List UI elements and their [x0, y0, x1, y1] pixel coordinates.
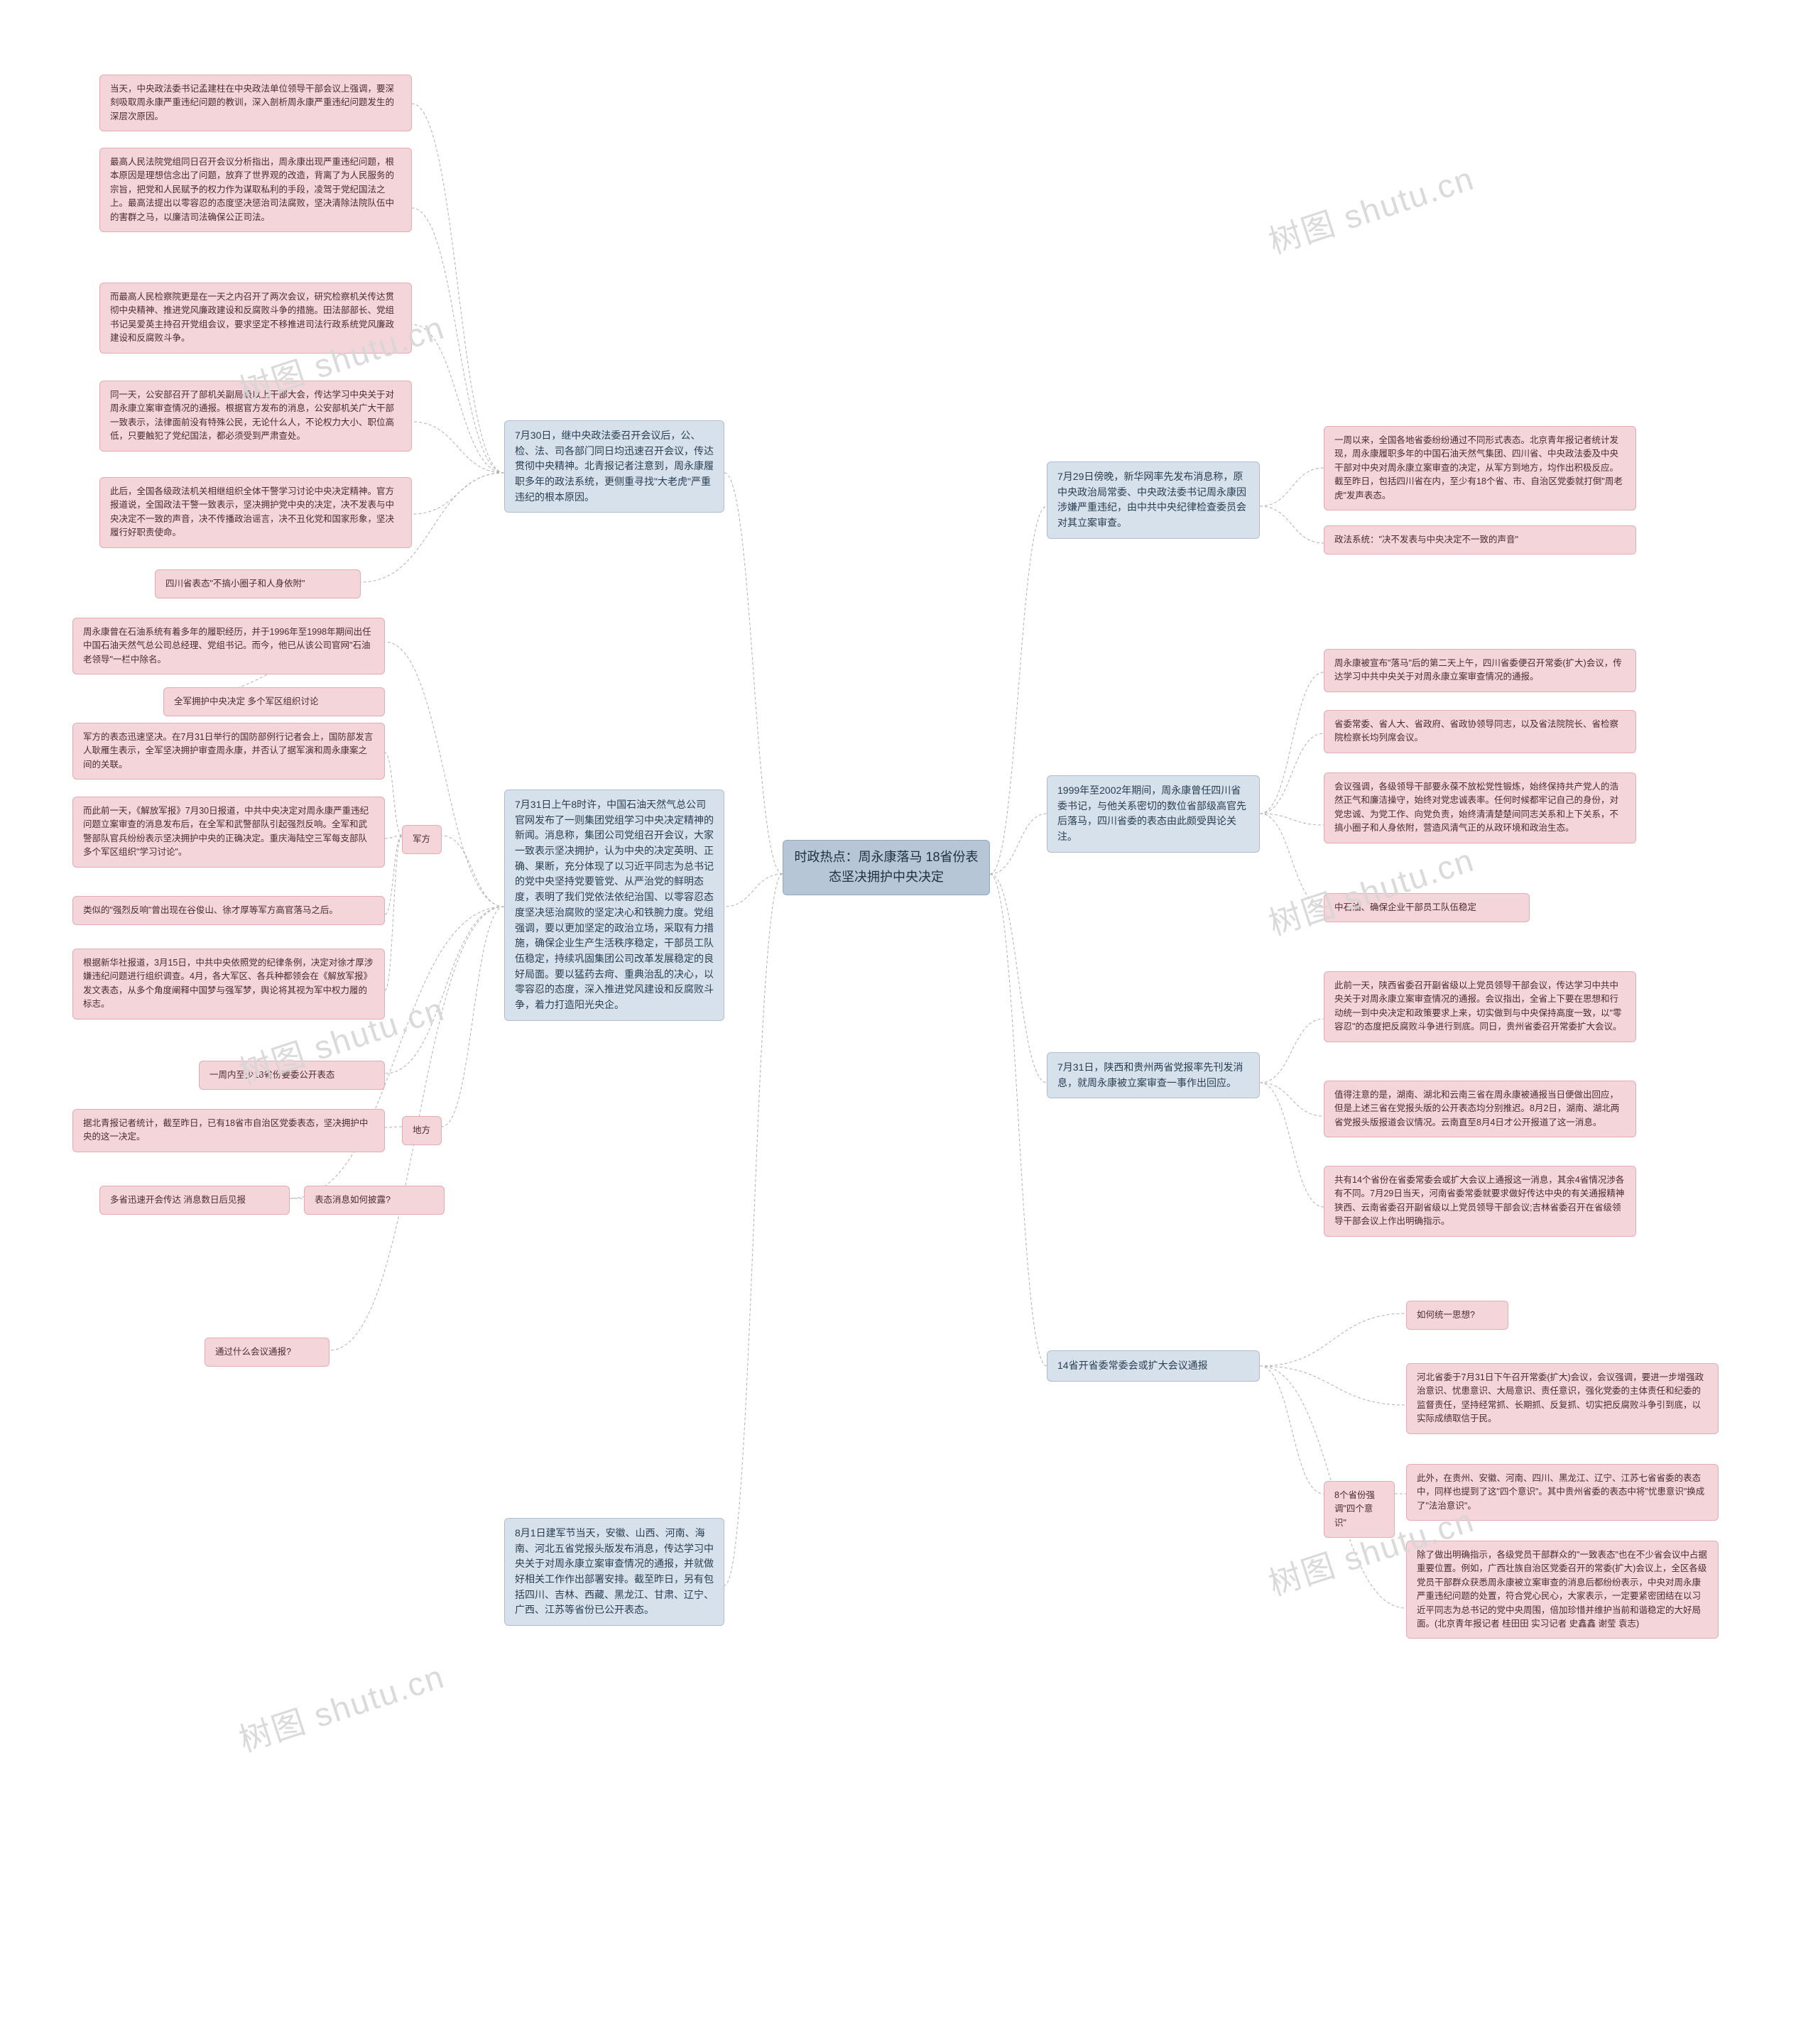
node-L3: 8月1日建军节当天，安徽、山西、河南、海南、河北五省党报头版发布消息，传达学习中…	[504, 1518, 724, 1626]
connector	[1260, 1083, 1324, 1116]
connector	[724, 874, 783, 1585]
connector	[412, 104, 504, 473]
node-L2a1: 全军拥护中央决定 多个军区组织讨论	[163, 687, 385, 716]
node-L2c_label: 军方	[402, 825, 442, 854]
watermark: 树图 shutu.cn	[232, 1651, 450, 1761]
node-R2a: 周永康被宣布"落马"后的第二天上午，四川省委便召开常委(扩大)会议，传达学习中共…	[1324, 649, 1636, 692]
node-L2f: 一周内至少18省份要委公开表态	[199, 1061, 385, 1090]
node-R4c_label: 8个省份强调"四个意识"	[1324, 1481, 1395, 1538]
node-L2g_label: 地方	[402, 1116, 442, 1145]
node-L2h2: 表态消息如何披露?	[304, 1186, 445, 1215]
node-L1e: 此后，全国各级政法机关相继组织全体干警学习讨论中央决定精神。官方报道说，全国政法…	[99, 477, 412, 548]
node-L2e: 根据新华社报道，3月15日，中共中央依照党的纪律条例，决定对徐才厚涉嫌违纪问题进…	[72, 949, 385, 1020]
node-R4b: 河北省委于7月31日下午召开常委(扩大)会议，会议强调，要进一步增强政治意识、忧…	[1406, 1363, 1719, 1434]
connector	[385, 907, 504, 1073]
node-L2: 7月31日上午8时许，中国石油天然气总公司官网发布了一则集团党组学习中央决定精神…	[504, 789, 724, 1021]
node-R2c: 会议强调，各级领导干部要永葆不放松党性锻炼，始终保持共产党人的浩然正气和廉洁操守…	[1324, 772, 1636, 843]
node-L1c: 而最高人民检察院更是在一天之内召开了两次会议，研究检察机关传达贯彻中央精神、推进…	[99, 283, 412, 354]
node-R3a: 此前一天，陕西省委召开副省级以上党员领导干部会议，传达学习中共中央关于对周永康立…	[1324, 971, 1636, 1042]
connector	[412, 473, 504, 514]
node-L1: 7月30日，继中央政法委召开会议后，公、检、法、司各部门同日均迅速召开会议，传达…	[504, 420, 724, 513]
connector	[385, 753, 402, 836]
mindmap-canvas: 时政热点：周永康落马 18省份表态坚决拥护中央决定 7月30日，继中央政法委召开会…	[0, 0, 1818, 2044]
node-L1d: 同一天，公安部召开了部机关副局级以上干部大会，传达学习中央关于对周永康立案审查情…	[99, 381, 412, 452]
connector	[724, 473, 783, 874]
node-R1b: 政法系统："决不发表与中央决定不一致的声音"	[1324, 525, 1636, 554]
connector	[1260, 733, 1324, 814]
node-R4c: 此外，在贵州、安徽、河南、四川、黑龙江、辽宁、江苏七省省委的表态中，同样也提到了…	[1406, 1464, 1719, 1521]
node-L2h: 多省迅速开会传达 消息数日后见报	[99, 1186, 290, 1215]
node-R1: 7月29日傍晚，新华网率先发布消息称，原中央政治局常委、中央政法委书记周永康因涉…	[1047, 461, 1260, 539]
connector	[385, 642, 504, 907]
connector	[442, 836, 504, 907]
connector	[1260, 672, 1324, 814]
connector	[1260, 1366, 1324, 1494]
node-R2b: 省委常委、省人大、省政府、省政协领导同志，以及省法院院长、省检察院检察长均列席会…	[1324, 710, 1636, 753]
connector	[990, 814, 1047, 874]
connector	[412, 324, 504, 473]
node-L2c: 而此前一天，《解放军报》7月30日报道，中共中央决定对周永康严重违纪问题立案审查…	[72, 797, 385, 868]
connector	[1260, 1313, 1406, 1366]
connector	[990, 874, 1047, 1083]
node-R3b: 值得注意的是，湖南、湖北和云南三省在周永康被通报当日便做出回应，但是上述三省在党…	[1324, 1081, 1636, 1137]
node-L2d: 类似的"强烈反响"曾出现在谷俊山、徐才厚等军方高官落马之后。	[72, 896, 385, 925]
connector	[1260, 1366, 1406, 1405]
node-root: 时政热点：周永康落马 18省份表态坚决拥护中央决定	[783, 840, 990, 895]
connector	[1260, 1083, 1324, 1207]
node-L1a: 当天，中央政法委书记孟建柱在中央政法单位领导干部会议上强调，要深刻吸取周永康严重…	[99, 75, 412, 131]
connector	[1260, 1019, 1324, 1083]
connector	[724, 874, 783, 907]
node-L2a: 周永康曾在石油系统有着多年的履职经历，并于1996年至1998年期间出任中国石油…	[72, 618, 385, 674]
node-R4d: 除了做出明确指示，各级党员干部群众的"一致表态"也在不少省会议中占据重要位置。例…	[1406, 1541, 1719, 1639]
connector	[1260, 814, 1324, 825]
node-R3: 7月31日，陕西和贵州两省党报率先刊发消息，就周永康被立案审查一事作出回应。	[1047, 1052, 1260, 1098]
connector	[1260, 506, 1324, 543]
node-R4a: 如何统一思想?	[1406, 1301, 1508, 1330]
node-L2i: 通过什么会议通报?	[205, 1338, 330, 1367]
node-R3c: 共有14个省份在省委常委会或扩大会议上通报这一消息，其余4省情况涉各有不同。7月…	[1324, 1166, 1636, 1237]
connector	[385, 836, 402, 990]
node-R2: 1999年至2002年期间，周永康曾任四川省委书记，与他关系密切的数位省部级高官…	[1047, 775, 1260, 853]
connector	[1260, 468, 1324, 506]
node-L2g: 据北青报记者统计，截至昨日，已有18省市自治区党委表态，坚决拥护中央的这一决定。	[72, 1109, 385, 1152]
node-L2b: 军方的表态迅速坚决。在7月31日举行的国防部例行记者会上，国防部发言人耿雁生表示…	[72, 723, 385, 780]
node-R2d: 中石油、确保企业干部员工队伍稳定	[1324, 893, 1530, 922]
connector	[412, 422, 504, 473]
node-L1b: 最高人民法院党组同日召开会议分析指出，周永康出现严重违纪问题，根本原因是理想信念…	[99, 148, 412, 232]
watermark: 树图 shutu.cn	[1262, 153, 1479, 263]
connector	[1260, 814, 1324, 906]
connector	[990, 874, 1047, 1366]
watermark: 树图 shutu.cn	[1262, 834, 1479, 945]
connector	[385, 836, 402, 838]
connector	[412, 208, 504, 473]
node-R4: 14省开省委常委会或扩大会议通报	[1047, 1350, 1260, 1382]
connector	[990, 506, 1047, 874]
connector	[442, 907, 504, 1127]
connector	[385, 836, 402, 914]
node-R1a: 一周以来，全国各地省委纷纷通过不同形式表态。北京青年报记者统计发现，周永康履职多…	[1324, 426, 1636, 510]
node-L1f: 四川省表态"不搞小圈子和人身依附"	[155, 569, 361, 599]
